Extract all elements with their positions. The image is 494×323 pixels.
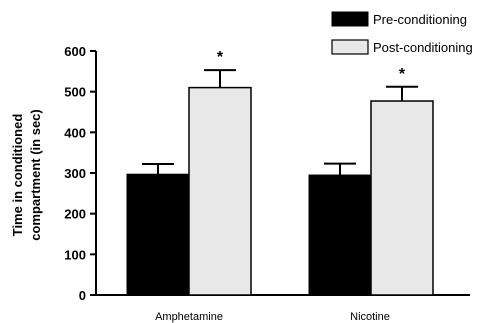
y-tick-label-5: 500 (64, 85, 86, 100)
bar-amphetamine-post-conditioning (188, 86, 252, 296)
significance-marker-amphetamine: * (217, 49, 224, 66)
y-tick-label-4: 400 (64, 125, 86, 140)
legend-label-pre-conditioning: Pre-conditioning (373, 12, 467, 27)
y-tick-label-1: 100 (64, 247, 86, 262)
significance-marker-nicotine: * (399, 66, 406, 83)
category-label-amphetamine: Amphetamine (155, 311, 223, 323)
y-axis-title-line-1: Time in conditioned (10, 114, 25, 237)
bar-nicotine-post-conditioning (370, 100, 434, 296)
y-tick-label-3: 300 (64, 166, 86, 181)
bar-amphetamine-pre-conditioning (126, 173, 190, 296)
bar-nicotine-pre-conditioning (308, 174, 372, 296)
legend-swatch-pre-conditioning (331, 11, 369, 27)
category-label-nicotine: Nicotine (350, 311, 390, 323)
y-tick-label-6: 600 (64, 44, 86, 59)
legend-label-post-conditioning: Post-conditioning (373, 40, 473, 55)
y-axis-title-line-2: compartment (in sec) (28, 109, 43, 240)
y-tick-label-2: 200 (64, 207, 86, 222)
y-tick-label-0: 0 (79, 288, 86, 303)
legend-swatch-post-conditioning (331, 39, 369, 55)
